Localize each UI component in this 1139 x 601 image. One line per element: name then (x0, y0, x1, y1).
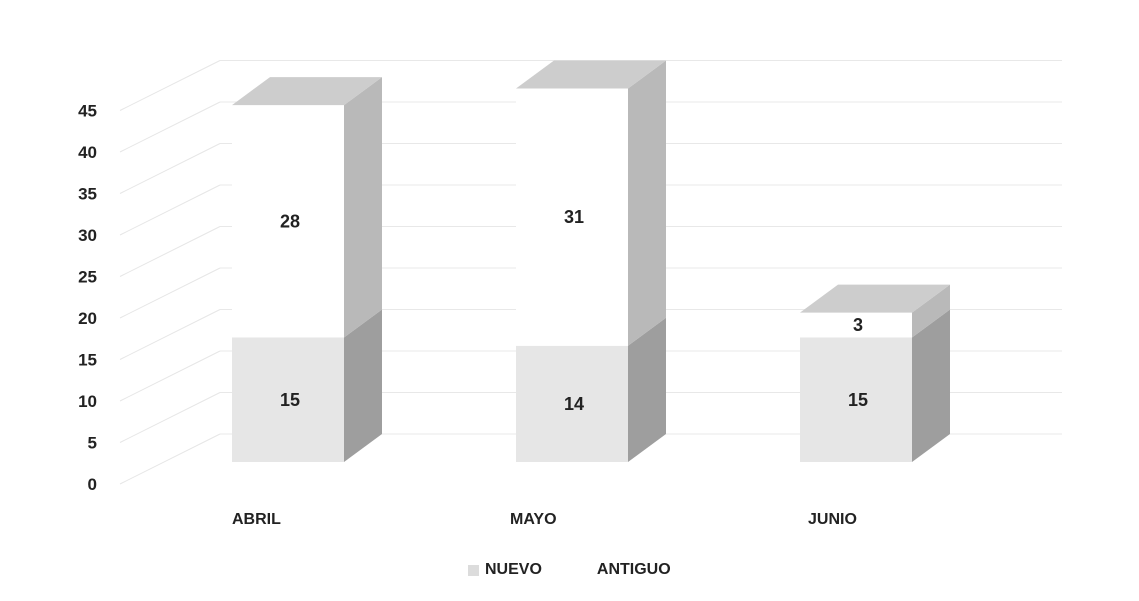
y-tick-label: 20 (78, 309, 97, 328)
gridline-side (119, 433, 221, 485)
legend-label-antiguo: ANTIGUO (596, 561, 671, 578)
bar-side-nuevo-mayo (628, 317, 666, 462)
data-label-nuevo-abril: 15 (280, 390, 300, 410)
data-labels: 15 28 14 31 15 3 (280, 207, 868, 414)
bars (232, 60, 950, 462)
y-tick-label: 30 (78, 226, 97, 245)
x-category-label: ABRIL (232, 511, 281, 528)
y-tick-label: 45 (78, 102, 97, 121)
bar-nuevo-abril (232, 337, 344, 462)
gridline-side (119, 226, 221, 277)
y-tick-label: 5 (88, 434, 97, 453)
bar-side-nuevo-abril (344, 309, 382, 462)
bar-antiguo-junio (800, 312, 912, 338)
x-axis-categories: ABRIL MAYO JUNIO (232, 511, 857, 528)
bar-side-nuevo-junio (912, 309, 950, 462)
gridline-side (119, 60, 221, 111)
y-tick-label: 40 (78, 143, 97, 162)
bar-side-antiguo-abril (344, 77, 382, 338)
gridline-side (119, 392, 221, 443)
gridline-side (119, 184, 221, 236)
data-label-antiguo-abril: 28 (280, 211, 300, 231)
bar-top-abril (232, 77, 382, 106)
bar-side-antiguo-junio (912, 284, 950, 338)
y-tick-label: 35 (78, 185, 97, 204)
x-category-label: MAYO (510, 511, 557, 528)
bar-antiguo-mayo (516, 88, 628, 346)
y-tick-label: 0 (88, 475, 97, 494)
gridline-side (119, 267, 221, 319)
legend-item-antiguo: ANTIGUO (579, 561, 671, 579)
bar-nuevo-junio (800, 337, 912, 462)
y-tick-label: 15 (78, 351, 97, 370)
y-axis-ticks: 0 5 10 15 20 25 30 35 40 45 (78, 102, 97, 495)
bar-top-mayo (516, 60, 666, 89)
gridline-side (119, 143, 221, 194)
legend-item-nuevo: NUEVO (468, 561, 542, 579)
bar-antiguo-abril (232, 105, 344, 338)
data-label-antiguo-mayo: 31 (564, 207, 584, 227)
data-label-nuevo-junio: 15 (848, 390, 868, 410)
gridline-side (119, 350, 221, 402)
bar-top-junio (800, 284, 950, 313)
legend: NUEVO ANTIGUO (468, 561, 701, 579)
data-label-antiguo-junio: 3 (853, 315, 863, 335)
legend-swatch-antiguo (579, 564, 591, 576)
legend-label-nuevo: NUEVO (485, 561, 542, 578)
gridline-side (119, 101, 221, 153)
y-tick-label: 25 (78, 268, 97, 287)
y-tick-label: 10 (78, 392, 97, 411)
bar-nuevo-mayo (516, 345, 628, 462)
bar-side-antiguo-mayo (628, 60, 666, 346)
gridline-side (119, 309, 221, 360)
x-category-label: JUNIO (808, 511, 857, 528)
data-label-nuevo-mayo: 14 (564, 394, 584, 414)
legend-swatch-nuevo (468, 564, 479, 576)
